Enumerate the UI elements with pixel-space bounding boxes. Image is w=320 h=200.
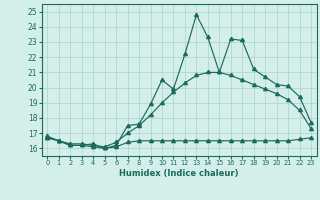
X-axis label: Humidex (Indice chaleur): Humidex (Indice chaleur) [119,169,239,178]
